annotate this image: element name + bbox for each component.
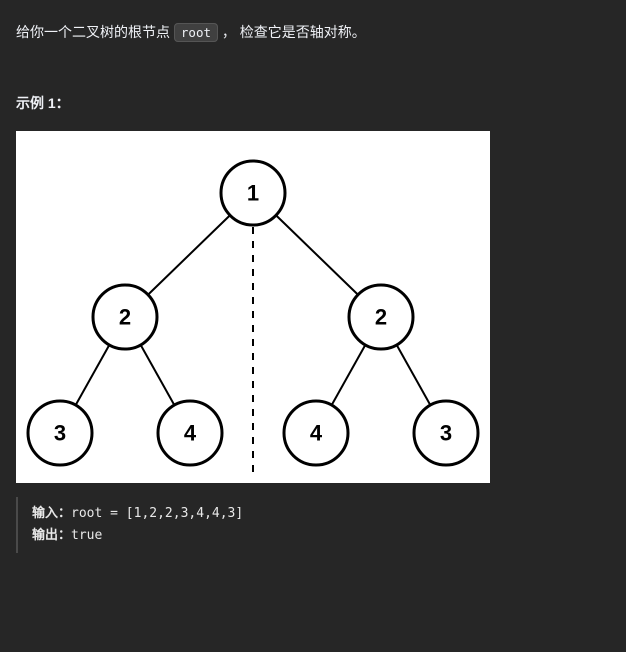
tree-edge	[332, 345, 366, 405]
tree-node-label: 1	[247, 181, 259, 206]
desc-suffix: ， 检查它是否轴对称。	[222, 24, 366, 40]
tree-edge	[276, 215, 358, 294]
tree-edge	[148, 215, 230, 294]
output-value: true	[71, 528, 102, 543]
tree-node-label: 3	[440, 421, 452, 446]
example-io: 输入：root = [1,2,2,3,4,4,3] 输出：true	[16, 497, 610, 553]
tree-node-label: 4	[310, 421, 323, 446]
tree-edge	[141, 345, 175, 405]
example-figure: 1 2 2 3 4 4 3	[16, 131, 490, 483]
example-heading: 示例 1：	[16, 93, 610, 113]
desc-code: root	[174, 23, 218, 42]
tree-edge	[76, 345, 110, 405]
tree-edge	[397, 345, 431, 405]
tree-node-label: 2	[119, 305, 131, 330]
input-line: 输入：root = [1,2,2,3,4,4,3]	[32, 503, 610, 525]
tree-node-label: 4	[184, 421, 197, 446]
desc-prefix: 给你一个二叉树的根节点	[16, 24, 174, 40]
output-label: 输出：	[32, 528, 71, 543]
tree-diagram: 1 2 2 3 4 4 3	[16, 131, 490, 483]
tree-node-label: 3	[54, 421, 66, 446]
problem-container: 给你一个二叉树的根节点 root ， 检查它是否轴对称。 示例 1： 1 2 2 3 4…	[0, 0, 626, 569]
output-line: 输出：true	[32, 525, 610, 547]
problem-description: 给你一个二叉树的根节点 root ， 检查它是否轴对称。	[16, 20, 610, 45]
input-value: root = [1,2,2,3,4,4,3]	[71, 506, 243, 521]
tree-node-label: 2	[375, 305, 387, 330]
input-label: 输入：	[32, 506, 71, 521]
